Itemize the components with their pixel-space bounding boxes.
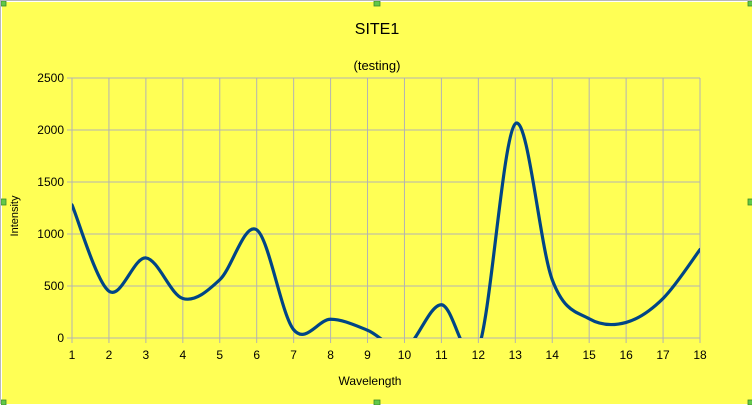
- selection-handle-top-left[interactable]: [1, 1, 7, 7]
- x-tick-label: 5: [216, 348, 223, 362]
- x-tick-label: 4: [179, 348, 186, 362]
- x-tick-label: 1: [69, 348, 76, 362]
- y-tick-labels: 0 500 1000 1500 2000 2500: [37, 71, 64, 345]
- selection-handle-bottom-right[interactable]: [747, 399, 752, 405]
- x-tick-label: 12: [472, 348, 486, 362]
- x-tick-label: 9: [364, 348, 371, 362]
- x-tick-labels: 1 2 3 4 5 6 7 8 9 10 11 12 13 14 15 16 17 18: [69, 348, 707, 362]
- x-tick-label: 6: [253, 348, 260, 362]
- x-tick-label: 16: [619, 348, 633, 362]
- y-tick-label: 0: [57, 331, 64, 345]
- y-axis-label: Intensity: [9, 195, 21, 236]
- y-tick-label: 2500: [37, 71, 64, 85]
- grid-lines: [71, 77, 701, 339]
- x-tick-label: 14: [546, 348, 560, 362]
- x-tick-label: 7: [290, 348, 297, 362]
- x-tick-label: 11: [435, 348, 448, 362]
- x-tick-label: 2: [106, 348, 113, 362]
- y-tick-label: 500: [44, 279, 64, 293]
- x-tick-label: 13: [509, 348, 523, 362]
- series-line-intensity: [72, 121, 700, 338]
- selection-handle-top-right[interactable]: [747, 1, 752, 7]
- chart-subtitle: (testing): [354, 58, 401, 73]
- selection-handle-middle-left[interactable]: [1, 198, 7, 206]
- chart-title: SITE1: [355, 21, 400, 38]
- y-tick-label: 2000: [37, 123, 64, 137]
- x-axis-label: Wavelength: [339, 374, 402, 388]
- x-tick-label: 17: [656, 348, 670, 362]
- x-tick-label: 18: [693, 348, 707, 362]
- selection-handle-bottom-left[interactable]: [1, 399, 7, 405]
- selection-handle-top-center[interactable]: [373, 1, 381, 7]
- y-tick-label: 1500: [37, 175, 64, 189]
- x-tick-label: 10: [398, 348, 412, 362]
- x-tick-label: 3: [143, 348, 150, 362]
- y-tick-label: 1000: [37, 227, 64, 241]
- selection-handle-bottom-center[interactable]: [373, 399, 381, 405]
- axes: [67, 77, 701, 343]
- x-tick-label: 15: [582, 348, 596, 362]
- selection-handle-middle-right[interactable]: [747, 198, 752, 206]
- x-tick-label: 8: [327, 348, 334, 362]
